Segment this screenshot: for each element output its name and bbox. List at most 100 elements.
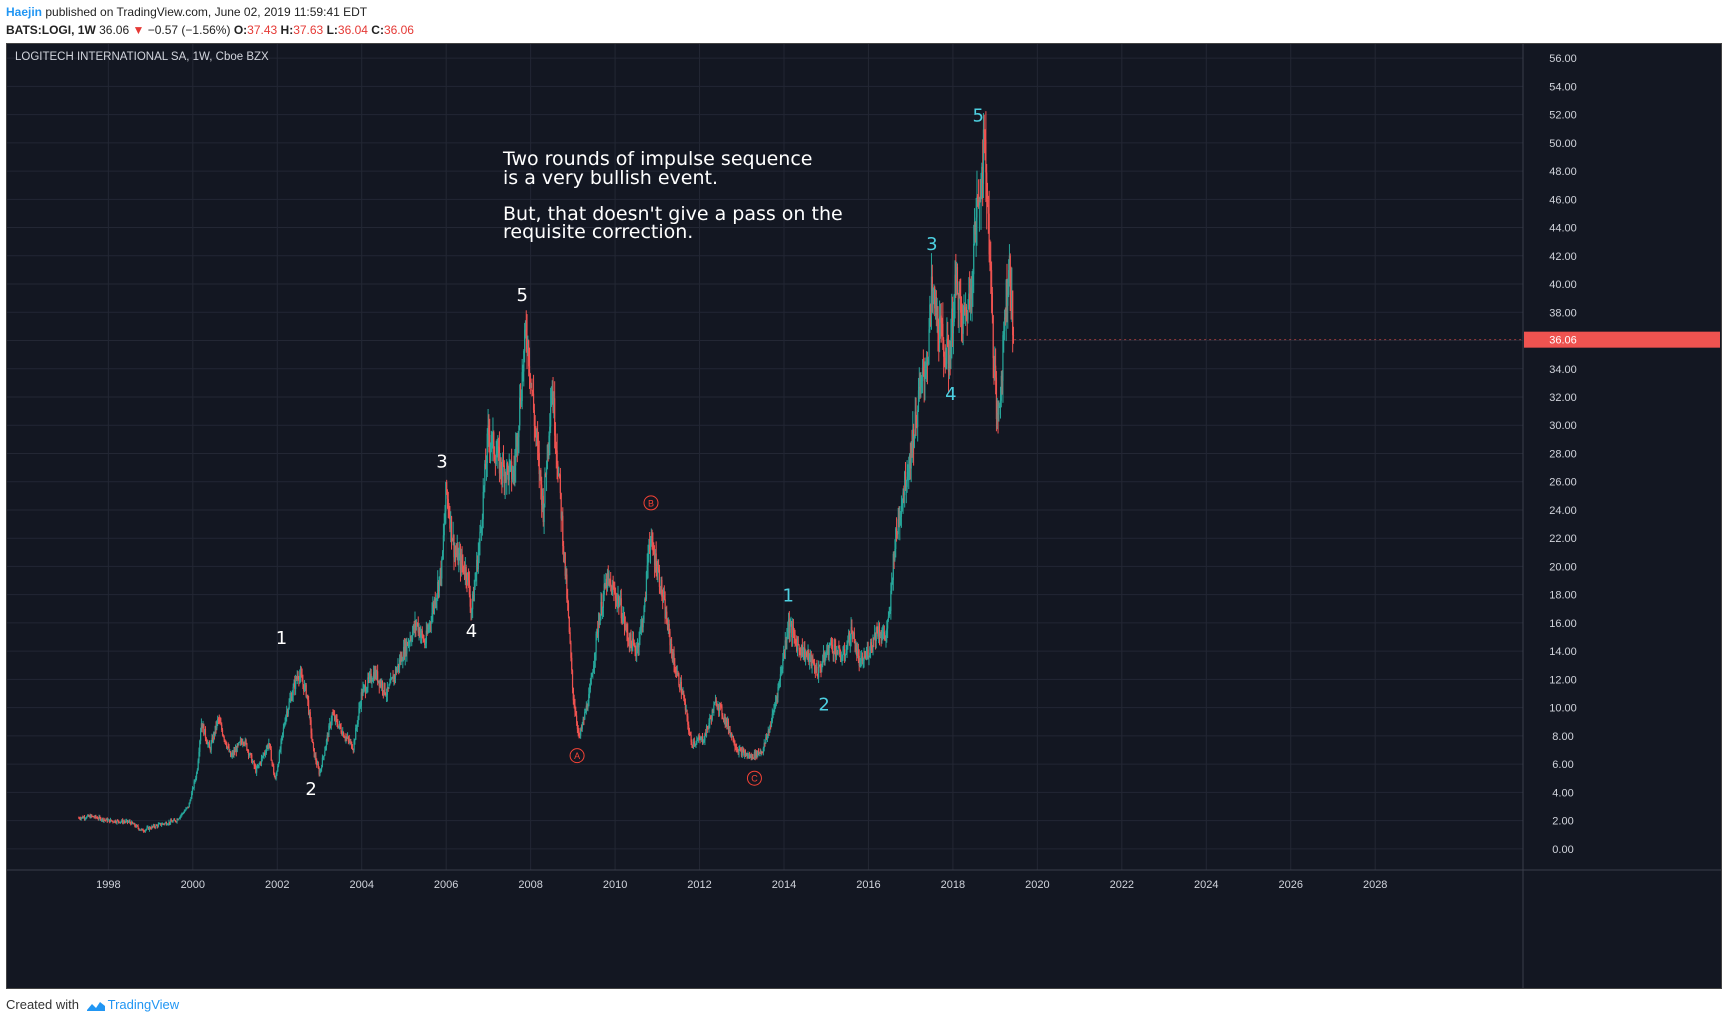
candle-body <box>508 464 510 481</box>
candle-body <box>744 753 747 756</box>
candle-body <box>672 653 674 662</box>
price-chart[interactable]: 56.0054.0052.0050.0048.0046.0044.0042.00… <box>7 44 1721 988</box>
candle-body <box>770 726 772 728</box>
candle-body <box>883 631 885 636</box>
candle-body <box>459 553 461 556</box>
candle-body <box>575 715 578 723</box>
tradingview-link[interactable]: TradingView <box>107 997 180 1012</box>
candle-body <box>368 677 370 679</box>
candle-body <box>579 734 581 736</box>
candle-body <box>515 448 517 466</box>
candle-body <box>746 753 748 757</box>
candle-body <box>754 751 756 758</box>
candle-body <box>921 375 923 378</box>
candle-body <box>731 732 733 738</box>
candle-body <box>212 738 214 742</box>
candle-body <box>982 129 985 184</box>
candle-body <box>947 346 950 372</box>
candle-body <box>663 595 665 600</box>
candle-body <box>547 445 549 448</box>
candle-body <box>170 820 172 822</box>
candle-body <box>852 632 855 639</box>
candle-body <box>568 616 570 633</box>
candle-body <box>439 568 441 577</box>
candle-body <box>127 821 129 823</box>
candle-body <box>378 680 380 687</box>
candle-body <box>793 633 795 635</box>
candle-body <box>338 724 341 726</box>
candle-body <box>506 463 509 468</box>
candle-body <box>282 727 285 733</box>
y-tick-label: 0.00 <box>1552 844 1573 856</box>
candle-body <box>706 726 708 728</box>
candle-body <box>242 742 244 744</box>
candle-body <box>978 197 980 206</box>
candle-body <box>757 751 759 757</box>
candle-body <box>938 316 941 343</box>
candle-body <box>474 580 476 587</box>
candle-body <box>308 712 311 714</box>
candle-body <box>376 671 378 679</box>
author-link[interactable]: Haejin <box>6 5 43 19</box>
candle-body <box>1011 290 1013 308</box>
candle-body <box>133 823 135 825</box>
candle-body <box>810 654 812 667</box>
candle-body <box>229 751 231 753</box>
candle-body <box>863 655 865 661</box>
candle-body <box>938 334 940 343</box>
candle-body <box>848 632 851 645</box>
candle-body <box>283 725 285 728</box>
candle-body <box>120 821 122 823</box>
candle-body <box>373 672 375 679</box>
candle-body <box>777 686 779 698</box>
candle-body <box>325 739 328 747</box>
candle-body <box>995 377 998 420</box>
candle-body <box>913 429 915 448</box>
candle-body <box>583 719 585 721</box>
candle-body <box>225 744 228 748</box>
candle-body <box>252 761 254 763</box>
candle-body <box>1009 255 1011 287</box>
x-tick-label: 1998 <box>96 879 120 891</box>
candle-body <box>684 701 687 711</box>
candle-body <box>126 820 128 822</box>
candle-body <box>776 697 778 699</box>
candle-body <box>654 553 656 566</box>
candle-body <box>128 821 130 823</box>
created-with-label: Created with <box>6 997 79 1012</box>
y-tick-label: 18.00 <box>1549 590 1577 602</box>
y-tick-label: 28.00 <box>1549 448 1577 460</box>
candle-body <box>608 579 610 581</box>
candle-body <box>911 443 913 454</box>
candle-body <box>169 820 172 824</box>
candle-body <box>546 445 548 470</box>
candle-body <box>381 682 383 687</box>
candle-body <box>299 672 302 676</box>
candle-body <box>1012 290 1014 336</box>
y-tick-label: 16.00 <box>1549 618 1577 630</box>
candle-body <box>390 678 392 684</box>
chart-panel[interactable]: 56.00 54.00 52.00 50.00 48.00 46.00 44.00 42.00… <box>6 43 1722 989</box>
candle-body <box>800 649 802 656</box>
candle-body <box>748 754 751 759</box>
candle-body <box>624 626 626 628</box>
candle-body <box>426 630 428 634</box>
candle-body <box>480 527 483 529</box>
candle-body <box>722 718 725 720</box>
candle-body <box>758 752 760 754</box>
candle-body <box>335 716 337 720</box>
candle-body <box>175 821 177 823</box>
wave-label: 1 <box>276 628 287 649</box>
candle-body <box>573 700 575 706</box>
candle-body <box>407 642 410 646</box>
candle-body <box>676 672 678 675</box>
candle-body <box>136 825 138 827</box>
candle-body <box>640 621 643 626</box>
candle-body <box>963 307 965 310</box>
candle-body <box>657 568 659 574</box>
candle-body <box>993 358 995 366</box>
candle-body <box>925 372 927 374</box>
candle-body <box>859 660 861 666</box>
candle-body <box>185 808 187 811</box>
candle-body <box>479 531 481 544</box>
